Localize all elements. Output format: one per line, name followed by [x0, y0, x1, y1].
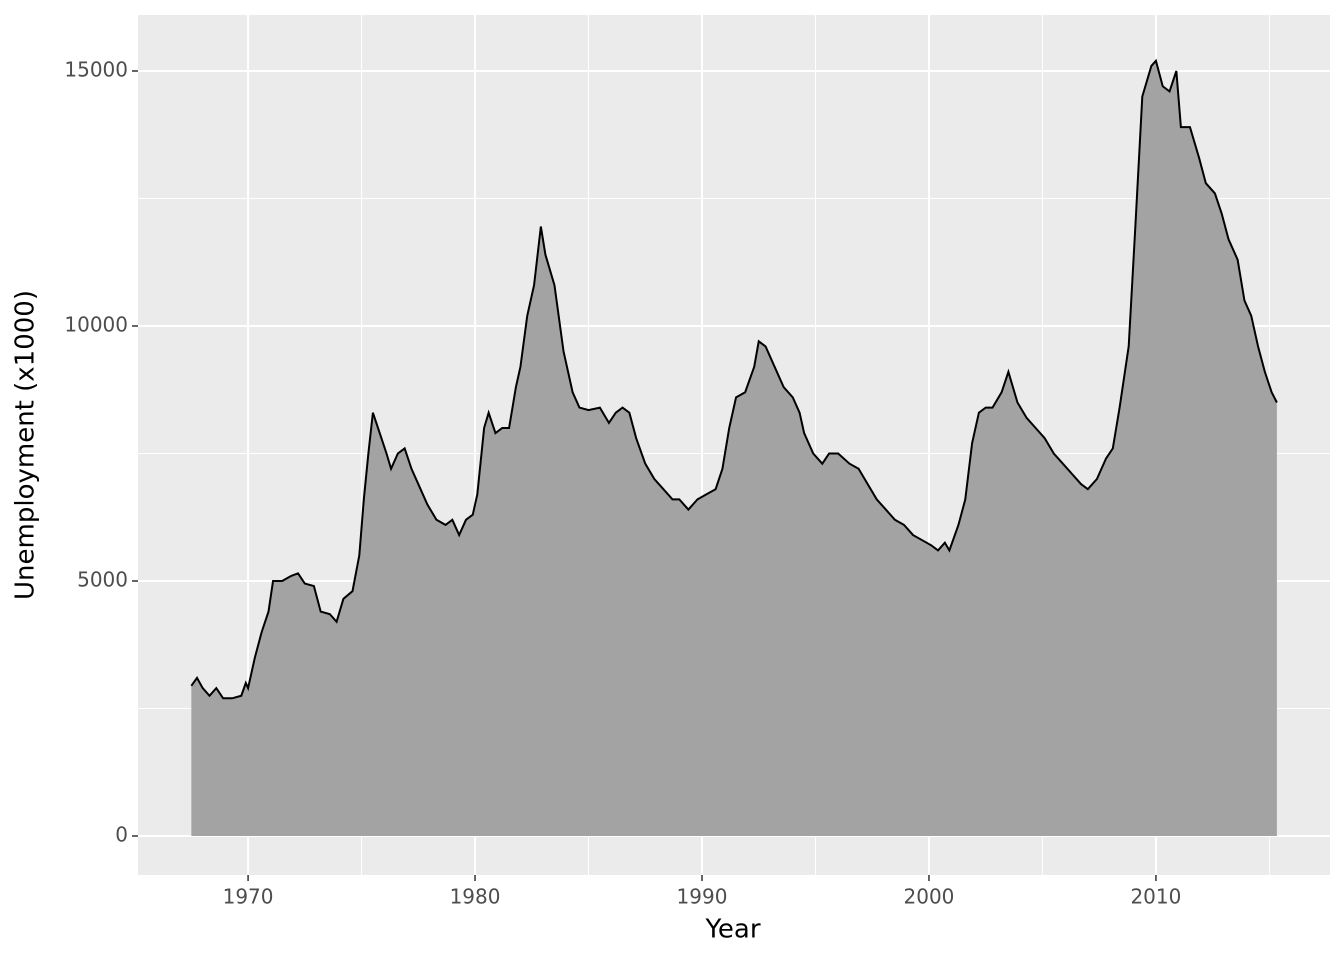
x-tick-label: 1980: [450, 885, 501, 909]
x-tick-label: 2000: [904, 885, 955, 909]
y-axis-title: Unemployment (x1000): [11, 290, 41, 600]
y-tick-label: 0: [115, 822, 128, 846]
area: [191, 60, 1277, 836]
x-axis-title: Year: [704, 915, 760, 945]
line: [190, 58, 1278, 700]
y-tick-label: 15000: [64, 57, 128, 81]
y-tick-label: 10000: [64, 312, 128, 336]
x-tick-label: 1990: [677, 885, 728, 909]
x-tick-label: 2010: [1130, 885, 1181, 909]
x-tick-label: 1970: [223, 885, 274, 909]
y-tick-label: 5000: [77, 567, 128, 591]
